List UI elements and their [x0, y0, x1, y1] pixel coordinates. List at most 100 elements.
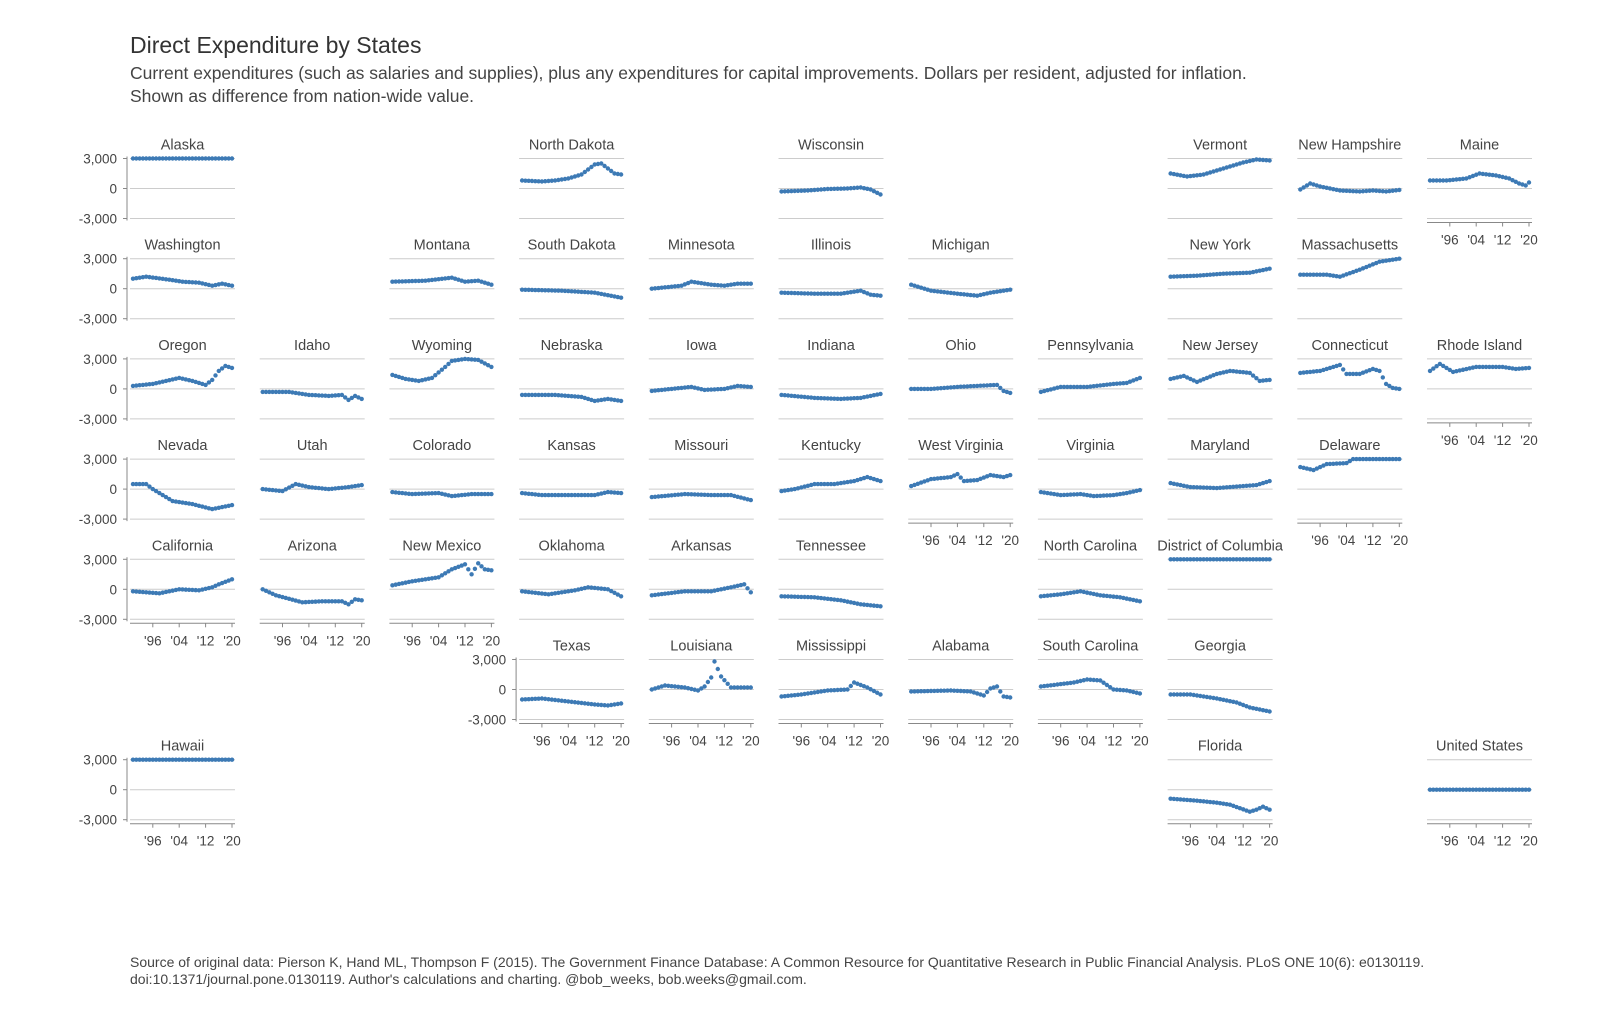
data-point-iowa	[666, 387, 671, 392]
data-point-missouri	[672, 492, 678, 498]
data-point-georgia	[1217, 696, 1223, 702]
data-point-oklahoma	[585, 585, 591, 590]
data-point-kentucky	[845, 479, 850, 485]
data-point-new-jersey	[1201, 377, 1206, 382]
data-point-new-mexico	[462, 562, 468, 567]
data-point-district-of-columbia	[1234, 557, 1239, 562]
data-point-maine	[1447, 177, 1453, 183]
data-point-california	[213, 583, 218, 588]
data-point-united-states	[1464, 787, 1469, 792]
data-point-rhode-island	[1490, 364, 1495, 370]
data-point-indiana	[822, 396, 827, 401]
panel-title-michigan: Michigan	[932, 238, 990, 254]
data-point-connecticut	[1341, 367, 1346, 372]
data-point-texas	[533, 696, 538, 702]
data-point-kansas	[546, 492, 551, 498]
data-point-ohio	[932, 386, 937, 391]
data-point-new-york	[1201, 273, 1206, 278]
data-point-nevada	[170, 498, 175, 504]
data-point-idaho	[336, 392, 341, 398]
data-point-oregon	[140, 382, 146, 388]
data-point-michigan	[1008, 287, 1013, 292]
data-point-rhode-island	[1510, 366, 1515, 371]
data-point-new-jersey	[1264, 378, 1269, 383]
data-point-louisiana	[742, 685, 747, 690]
data-point-michigan	[942, 290, 947, 295]
data-point-kentucky	[835, 481, 840, 486]
data-point-arkansas	[745, 586, 750, 591]
data-point-nevada	[173, 499, 179, 504]
data-point-south-dakota	[582, 289, 587, 295]
data-point-new-jersey	[1188, 376, 1193, 382]
data-point-missouri	[666, 493, 671, 498]
data-point-kentucky	[825, 481, 830, 487]
data-point-iowa	[676, 386, 681, 391]
data-point-north-dakota	[552, 178, 558, 183]
data-point-new-jersey	[1181, 373, 1187, 379]
x-tick-label: '04	[1338, 533, 1356, 548]
x-tick-label: '20	[872, 734, 890, 749]
data-point-wisconsin	[838, 186, 844, 191]
data-point-west-virginia	[994, 473, 1000, 479]
data-point-delaware	[1393, 456, 1399, 462]
data-point-new-jersey	[1257, 378, 1262, 384]
data-point-delaware	[1337, 461, 1343, 466]
data-point-iowa	[652, 388, 658, 393]
data-point-new-hampshire	[1304, 183, 1310, 188]
data-point-south-carolina	[1048, 683, 1054, 688]
data-point-new-mexico	[449, 567, 454, 572]
data-point-connecticut	[1317, 368, 1323, 374]
data-point-hawaii	[167, 757, 172, 762]
data-point-ohio	[948, 385, 953, 390]
data-point-ohio	[915, 386, 920, 392]
data-point-idaho	[263, 389, 269, 395]
data-point-minnesota	[682, 282, 687, 287]
x-tick-label: '96	[144, 834, 162, 849]
data-point-south-carolina	[1101, 680, 1106, 685]
data-point-ohio	[922, 386, 927, 392]
data-point-oklahoma	[599, 586, 604, 591]
data-point-tennessee	[782, 594, 787, 599]
data-point-west-virginia	[918, 480, 924, 485]
data-point-massachusetts	[1360, 266, 1366, 271]
data-point-maine	[1490, 172, 1495, 178]
data-point-illinois	[785, 290, 791, 296]
data-point-wyoming	[446, 361, 451, 367]
data-point-massachusetts	[1374, 260, 1379, 266]
data-point-kentucky	[861, 475, 867, 481]
data-point-wyoming	[393, 373, 398, 379]
data-point-iowa	[679, 385, 684, 391]
data-point-connecticut	[1298, 370, 1303, 376]
x-tick-label: '04	[949, 533, 967, 548]
data-point-missouri	[669, 493, 674, 498]
data-point-michigan	[991, 290, 996, 295]
data-point-minnesota	[662, 285, 668, 290]
data-point-pennsylvania	[1131, 378, 1136, 383]
data-point-rhode-island	[1526, 365, 1532, 371]
y-tick-label: -3,000	[79, 813, 117, 828]
data-point-west-virginia	[922, 479, 927, 484]
data-point-georgia	[1211, 695, 1216, 701]
data-point-colorado	[400, 490, 405, 496]
data-point-washington	[173, 278, 179, 283]
data-point-mississippi	[818, 689, 824, 694]
data-point-arizona	[359, 598, 364, 603]
x-tick-label: '20	[1520, 233, 1538, 248]
data-point-arkansas	[722, 586, 727, 591]
data-point-south-carolina	[1075, 679, 1080, 684]
panel-title-rhode-island: Rhode Island	[1437, 338, 1522, 354]
data-point-hawaii	[190, 757, 195, 762]
data-point-alabama	[955, 688, 960, 694]
data-point-michigan	[915, 284, 920, 289]
data-point-district-of-columbia	[1184, 557, 1190, 562]
data-point-wisconsin	[812, 187, 817, 193]
data-point-new-mexico	[429, 576, 435, 581]
data-point-massachusetts	[1308, 272, 1313, 277]
data-point-arkansas	[682, 589, 687, 594]
data-point-virginia	[1051, 491, 1057, 497]
data-point-missouri	[705, 492, 711, 498]
data-point-indiana	[861, 395, 867, 400]
data-point-oregon	[167, 377, 172, 383]
data-point-connecticut	[1321, 367, 1326, 373]
data-point-missouri	[748, 497, 753, 503]
